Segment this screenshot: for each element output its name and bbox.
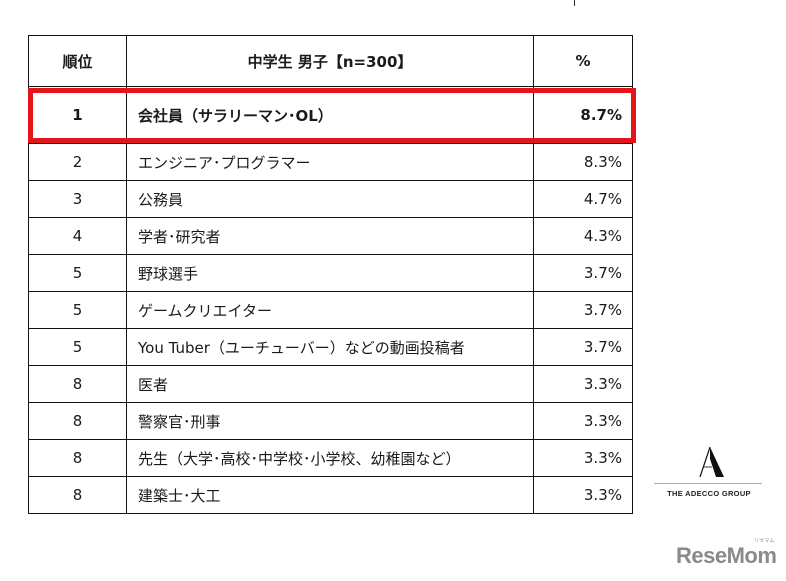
table-row: 5 You Tuber（ユーチューバー）などの動画投稿者 3.7% [28,328,633,366]
cell-rank: 3 [28,180,127,218]
cell-rank: 5 [28,254,127,292]
cell-percent: 3.7% [533,328,633,366]
header-row: 順位 中学生 男子【n=300】 % [28,35,633,87]
cell-job: 公務員 [126,180,534,218]
cell-percent: 3.3% [533,365,633,403]
resemom-logo: ReseMom リセマム [676,538,777,569]
top-tick-mark [574,0,575,6]
cell-rank: 8 [28,476,127,514]
cell-job: You Tuber（ユーチューバー）などの動画投稿者 [126,328,534,366]
cell-job: 学者･研究者 [126,217,534,255]
table-row: 8 警察官･刑事 3.3% [28,402,633,440]
adecco-a-icon [699,447,724,477]
cell-job: エンジニア･プログラマー [126,143,534,181]
cell-rank: 4 [28,217,127,255]
cell-percent: 8.7% [533,86,633,144]
cell-job: 医者 [126,365,534,403]
table-row: 2 エンジニア･プログラマー 8.3% [28,143,633,181]
cell-rank: 8 [28,365,127,403]
cell-rank: 8 [28,402,127,440]
cell-rank: 2 [28,143,127,181]
cell-percent: 3.7% [533,254,633,292]
adecco-divider [654,483,762,484]
cell-percent: 3.3% [533,439,633,477]
cell-rank: 1 [28,86,127,144]
resemom-kana: リセマム [754,538,775,544]
table-row: 5 ゲームクリエイター 3.7% [28,291,633,329]
header-rank: 順位 [28,35,127,87]
cell-rank: 5 [28,291,127,329]
cell-job: 建築士･大工 [126,476,534,514]
cell-percent: 3.3% [533,402,633,440]
cell-job: 警察官･刑事 [126,402,534,440]
resemom-wordmark: ReseMom [676,543,777,568]
cell-percent: 8.3% [533,143,633,181]
adecco-logo: THE ADECCO GROUP [652,445,766,501]
cell-percent: 3.7% [533,291,633,329]
table-row: 5 野球選手 3.7% [28,254,633,292]
table-row: 4 学者･研究者 4.3% [28,217,633,255]
cell-job: 会社員（サラリーマン･OL） [126,86,534,144]
ranking-table: 順位 中学生 男子【n=300】 % 1 会社員（サラリーマン･OL） 8.7%… [28,35,633,514]
cell-percent: 4.3% [533,217,633,255]
cell-percent: 3.3% [533,476,633,514]
header-job: 中学生 男子【n=300】 [126,35,534,87]
table-row: 8 建築士･大工 3.3% [28,476,633,514]
cell-job: 先生（大学･高校･中学校･小学校、幼稚園など） [126,439,534,477]
cell-rank: 5 [28,328,127,366]
cell-percent: 4.7% [533,180,633,218]
cell-rank: 8 [28,439,127,477]
table-row: 3 公務員 4.7% [28,180,633,218]
table-row: 8 医者 3.3% [28,365,633,403]
table-row: 8 先生（大学･高校･中学校･小学校、幼稚園など） 3.3% [28,439,633,477]
cell-job: 野球選手 [126,254,534,292]
cell-job: ゲームクリエイター [126,291,534,329]
header-percent: % [533,35,633,87]
adecco-wordmark: THE ADECCO GROUP [667,489,751,498]
table-row-highlighted: 1 会社員（サラリーマン･OL） 8.7% [28,86,633,144]
